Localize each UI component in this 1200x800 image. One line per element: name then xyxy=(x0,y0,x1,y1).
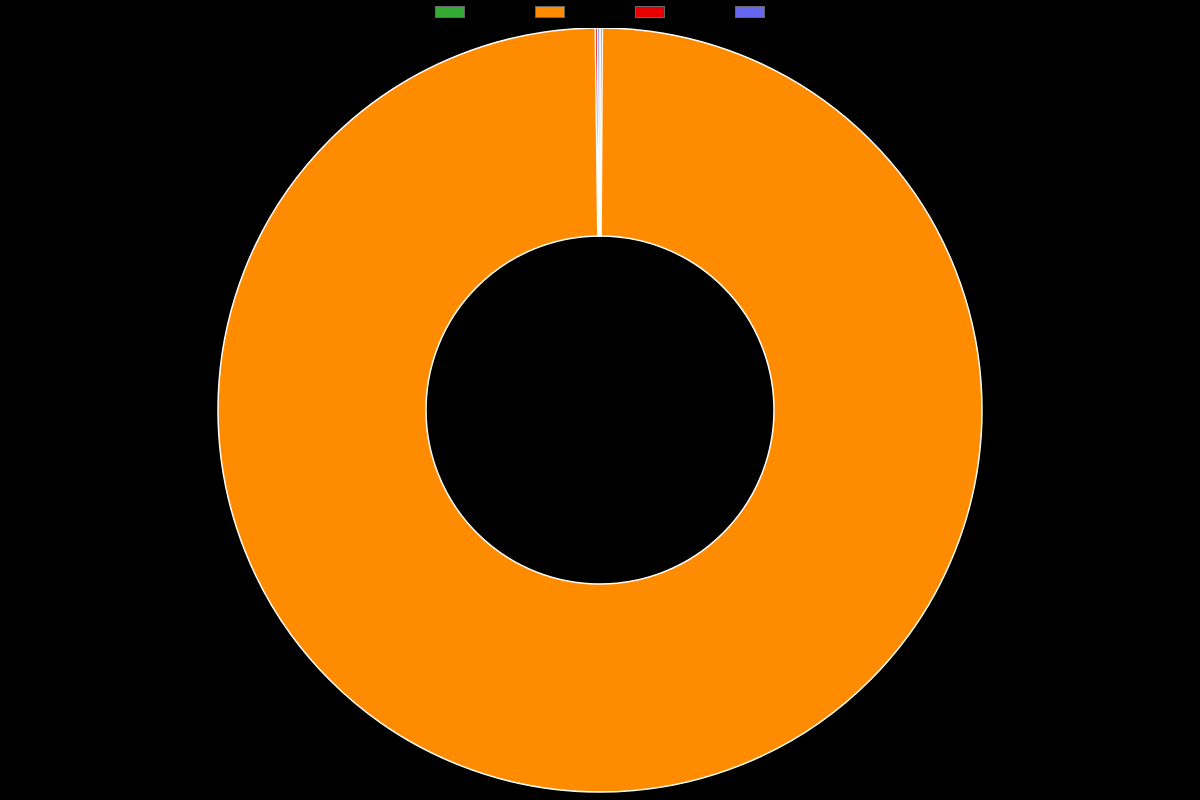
chart-container xyxy=(0,0,1200,800)
legend-swatch-0 xyxy=(435,6,465,18)
legend-swatch-2 xyxy=(635,6,665,18)
donut-chart xyxy=(0,28,1200,798)
legend-swatch-3 xyxy=(735,6,765,18)
legend xyxy=(0,6,1200,18)
legend-swatch-1 xyxy=(535,6,565,18)
